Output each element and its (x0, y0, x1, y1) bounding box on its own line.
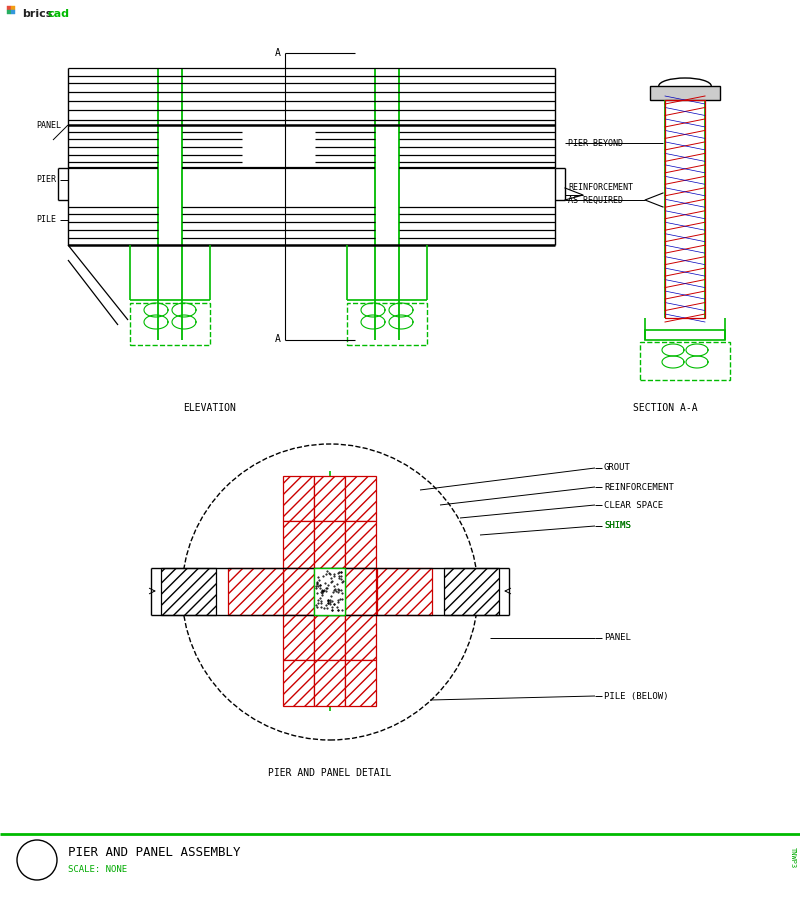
Bar (345, 521, 376, 568)
Bar (7, 6, 11, 10)
Bar (345, 615, 376, 660)
Bar (345, 660, 376, 706)
Bar (650, 86, 720, 100)
Text: REINFORCEMENT: REINFORCEMENT (604, 483, 674, 492)
Bar (130, 303, 210, 345)
Bar (645, 330, 725, 340)
Text: PIER BEYOND: PIER BEYOND (568, 139, 623, 147)
Bar (283, 521, 314, 568)
Bar (283, 568, 377, 573)
Text: PIER AND PANEL DETAIL: PIER AND PANEL DETAIL (268, 768, 392, 778)
Bar (314, 615, 345, 660)
Bar (314, 521, 345, 568)
Text: PIER AND PANEL ASSEMBLY: PIER AND PANEL ASSEMBLY (68, 845, 241, 858)
Bar (283, 568, 314, 615)
Text: ELEVATION: ELEVATION (183, 403, 237, 413)
Text: PIER: PIER (36, 175, 56, 185)
Bar (314, 660, 345, 706)
Text: SHIMS: SHIMS (604, 522, 631, 530)
Text: SECTION A-A: SECTION A-A (633, 403, 698, 413)
Text: A: A (275, 334, 281, 344)
Bar (11, 10, 15, 14)
Text: brics: brics (22, 9, 52, 19)
Bar (283, 610, 377, 615)
Text: CLEAR SPACE: CLEAR SPACE (604, 501, 663, 509)
Text: REINFORCEMENT: REINFORCEMENT (568, 184, 633, 193)
Bar (161, 568, 216, 615)
Bar (377, 568, 432, 615)
Text: SHIMS: SHIMS (604, 522, 631, 530)
Bar (665, 100, 705, 318)
Text: cad: cad (48, 9, 70, 19)
Bar (444, 568, 499, 615)
Bar (640, 342, 730, 380)
Bar (283, 476, 314, 521)
Bar (314, 568, 345, 615)
Bar (228, 568, 283, 615)
Text: PILE: PILE (36, 216, 56, 225)
Bar (283, 660, 314, 706)
Text: AS REQUIRED: AS REQUIRED (568, 196, 623, 205)
Text: PILE (BELOW): PILE (BELOW) (604, 692, 669, 700)
Bar (347, 303, 427, 345)
Bar (11, 6, 15, 10)
Text: A: A (275, 48, 281, 58)
Bar (345, 476, 376, 521)
Bar (314, 476, 345, 521)
Text: TNWP3: TNWP3 (790, 847, 796, 868)
Text: SCALE: NONE: SCALE: NONE (68, 866, 127, 875)
Text: PANEL: PANEL (604, 633, 631, 643)
Bar (345, 568, 376, 615)
Bar (283, 615, 314, 660)
Text: PANEL: PANEL (36, 121, 61, 130)
Text: GROUT: GROUT (604, 463, 631, 473)
Bar (7, 10, 11, 14)
